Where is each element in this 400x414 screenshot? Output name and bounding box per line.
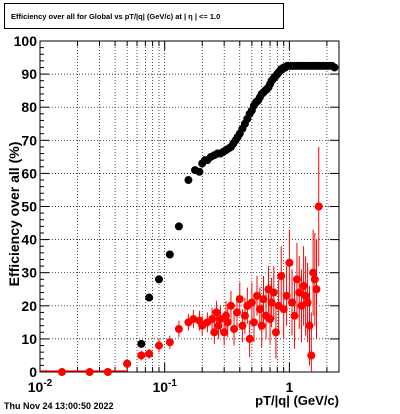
red-data-point	[214, 321, 223, 330]
red-data-point	[223, 318, 232, 327]
red-data-point	[137, 351, 146, 360]
x-tick-labels: 10-2 10-1 1	[28, 378, 294, 395]
red-data-point	[282, 291, 291, 300]
y-tick-labels: 0 10 20 30 40 50 60 70 80 90 100	[14, 33, 38, 380]
red-data-point	[271, 328, 280, 337]
black-data-point	[330, 63, 339, 72]
red-data-point	[210, 328, 219, 337]
red-data-point	[305, 321, 314, 330]
red-data-point	[292, 275, 301, 284]
red-data-point	[257, 321, 266, 330]
red-data-point	[208, 315, 217, 324]
red-data-point	[230, 324, 239, 333]
red-data-point	[249, 318, 258, 327]
black-data-point	[145, 293, 154, 302]
y-tick-label: 90	[21, 66, 37, 82]
y-tick-label: 30	[21, 265, 37, 281]
red-data-point	[238, 321, 247, 330]
red-data-point	[253, 291, 262, 300]
black-data-point	[184, 176, 193, 185]
red-data-point	[85, 368, 94, 376]
red-data-point	[277, 272, 286, 281]
red-data-point	[301, 291, 310, 300]
red-data-point	[232, 308, 241, 317]
y-tick-label: 50	[21, 199, 37, 215]
red-data-point	[240, 311, 249, 320]
red-data-point	[295, 288, 304, 297]
y-tick-label: 60	[21, 165, 37, 181]
red-data-point	[267, 298, 276, 307]
x-tick-label: 10-2	[28, 378, 53, 395]
red-data-point	[189, 315, 198, 324]
grid-lines	[40, 41, 339, 372]
chart-title-box: Efficiency over all for Global vs pT/|q|…	[4, 3, 284, 29]
red-data-point	[123, 359, 132, 368]
red-data-point	[255, 305, 264, 314]
y-tick-label: 80	[21, 99, 37, 115]
red-data-point	[103, 368, 112, 376]
black-data-point	[174, 222, 183, 231]
black-data-point	[137, 339, 146, 348]
black-data-point	[195, 167, 204, 176]
red-data-point	[314, 202, 323, 211]
red-data-point	[57, 368, 66, 376]
axis-ticks	[39, 40, 339, 373]
y-tick-label: 20	[21, 298, 37, 314]
red-data-point	[309, 268, 318, 277]
red-data-point	[297, 301, 306, 310]
red-data-point	[174, 324, 183, 333]
x-tick-label: 1	[285, 379, 293, 395]
y-tick-label: 100	[14, 33, 38, 49]
red-data-point	[307, 351, 316, 360]
red-data-point	[154, 341, 163, 350]
y-tick-label: 40	[21, 232, 37, 248]
timestamp: Thu Nov 24 13:00:50 2022	[4, 401, 114, 411]
black-data-point	[165, 250, 174, 259]
y-tick-label: 70	[21, 132, 37, 148]
red-data-point	[310, 275, 319, 284]
red-data-point	[285, 258, 294, 267]
red-data-point	[220, 328, 229, 337]
red-data-point	[299, 281, 308, 290]
red-data-point	[303, 298, 312, 307]
red-data-point	[312, 285, 321, 294]
red-data-point	[245, 334, 254, 343]
y-axis-title: Efficiency over all (%)	[6, 142, 22, 287]
red-data-point	[221, 311, 230, 320]
red-data-point	[235, 295, 244, 304]
red-data-point	[165, 338, 174, 347]
red-data-point	[288, 298, 297, 307]
chart-title: Efficiency over all for Global vs pT/|q|…	[11, 12, 221, 21]
x-axis-title: pT/|q| (GeV/c)	[255, 393, 339, 408]
y-tick-label: 0	[29, 364, 37, 380]
red-data-point	[279, 305, 288, 314]
red-data-point	[259, 295, 268, 304]
red-data-point	[266, 315, 275, 324]
y-tick-label: 10	[21, 331, 37, 347]
red-data-point	[269, 288, 278, 297]
red-data-point	[226, 301, 235, 310]
red-data-point	[145, 349, 154, 358]
x-tick-label: 10-1	[152, 378, 177, 395]
red-data-point	[247, 298, 256, 307]
data-points	[57, 61, 339, 376]
red-data-point	[212, 308, 221, 317]
black-data-point	[154, 275, 163, 284]
red-data-point	[290, 311, 299, 320]
